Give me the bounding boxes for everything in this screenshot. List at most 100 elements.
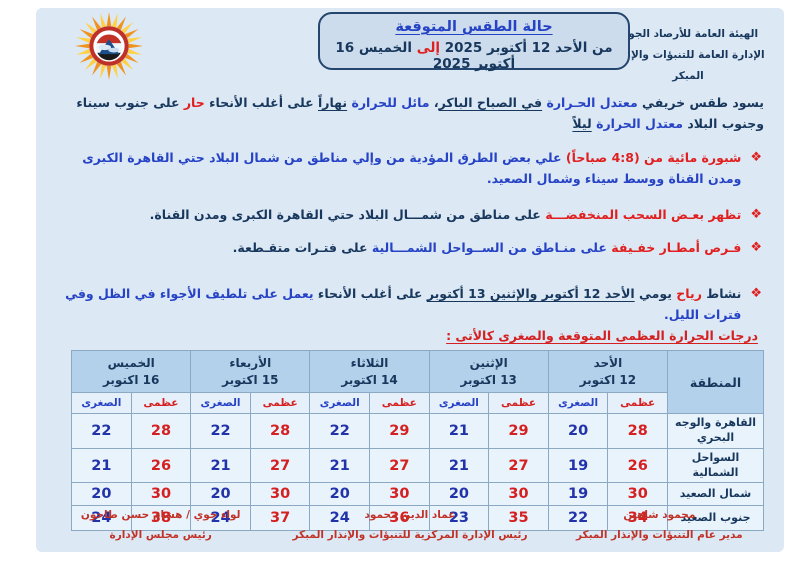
intro-seg: على أغلب الأنحاء xyxy=(204,95,318,110)
day-header-tuesday: الثلاثاء 14 اكتوبر xyxy=(309,350,430,393)
region-name: جنوب الصعيد xyxy=(667,505,764,532)
temp-max: 28 xyxy=(130,413,192,449)
temp-min: 20 xyxy=(547,413,609,449)
date-range: من الأحد 12 أكتوبر 2025 إلى الخميس 16 أك… xyxy=(320,40,628,72)
authority-name-block: الهيئة العامة للأرصاد الجوية الإدارة الع… xyxy=(598,24,778,87)
temp-min: 21 xyxy=(190,447,251,484)
forecast-title-box: حالة الطقس المتوقعة من الأحد 12 أكتوبر 2… xyxy=(318,12,630,72)
min-label: الصغرى xyxy=(428,392,490,414)
day-header-monday: الإثنين 13 اكتوبر xyxy=(428,350,549,393)
min-label: الصغرى xyxy=(190,392,251,414)
temp-min: 22 xyxy=(309,413,371,449)
day-header-wednesday: الأربعاء 15 اكتوبر xyxy=(190,350,311,393)
temp-max: 26 xyxy=(130,447,192,484)
temp-min: 24 xyxy=(309,505,371,532)
table-row-south-upper-egypt: جنوب الصعيد 34 22 35 23 36 24 37 24 38 24 xyxy=(71,505,764,532)
signature-name: محمود شاهين xyxy=(623,509,696,522)
temp-max: 36 xyxy=(369,505,430,532)
region-name: السواحل الشمالية xyxy=(667,447,764,484)
bullet-seg: على أغلب الأنحاء xyxy=(313,286,427,301)
max-label: عظمى xyxy=(249,392,311,414)
authority-line2: الإدارة العامة للتنبؤات والإنذار المبكر xyxy=(611,49,765,82)
intro-seg: على جنوب سيناء وجنوب البلاد xyxy=(76,95,764,132)
diamond-bullet-icon: ❖ xyxy=(750,150,762,165)
bulletin-panel: الهيئة العامة للأرصاد الجوية الإدارة الع… xyxy=(36,8,784,552)
temp-min: 22 xyxy=(71,413,132,449)
min-label: الصغرى xyxy=(71,392,132,414)
temperature-table: المنطقة الأحد 12 اكتوبر الإثنين 13 اكتوبر … xyxy=(71,350,764,532)
intro-seg: معتدل الحـرارة xyxy=(542,95,638,110)
bullet-seg: على مناطق من شمـــال البلاد حتي القاهرة … xyxy=(149,207,546,222)
table-row-north-upper-egypt: شمال الصعيد 30 19 30 20 30 20 30 20 30 20 xyxy=(71,482,764,507)
min-label: الصغرى xyxy=(309,392,371,414)
intro-seg: ليلاً xyxy=(572,116,592,132)
temp-min: 21 xyxy=(309,447,371,484)
temp-max: 30 xyxy=(369,482,430,507)
intro-seg: ، xyxy=(429,95,439,110)
forecast-title: حالة الطقس المتوقعة xyxy=(395,19,553,35)
diamond-bullet-icon: ❖ xyxy=(750,207,762,222)
temp-min: 22 xyxy=(547,505,609,532)
signature-central-admin-head: عماد الدين محمود رئيس الإدارة المركزية ل… xyxy=(285,506,534,546)
region-column-header: المنطقة xyxy=(667,350,764,414)
intro-paragraph: يسود طقس خريفي معتدل الحـرارة في الصباح … xyxy=(52,92,764,135)
day-name: الثلاثاء xyxy=(350,356,389,370)
day-date: 15 اكتوبر xyxy=(222,373,279,387)
max-label: عظمى xyxy=(607,392,668,414)
day-name: الأحد xyxy=(593,356,623,370)
day-header-thursday: الخميس 16 اكتوبر xyxy=(71,350,192,393)
temperature-table-title: درجات الحرارة العظمى المتوقعة والصغرى كا… xyxy=(446,328,758,343)
bullet-seg: على منـاطق من الســواحل الشمـــالية xyxy=(371,240,612,255)
bullet-seg: تظهر بعـض السحب المنخفضـــة xyxy=(545,207,742,222)
temp-min: 24 xyxy=(190,505,251,532)
temp-min: 20 xyxy=(428,482,490,507)
region-name: القاهرة والوجه البحري xyxy=(667,413,764,449)
intro-seg: معتدل الحرارة xyxy=(591,116,684,132)
day-name: الإثنين xyxy=(469,356,508,370)
max-label: عظمى xyxy=(130,392,192,414)
temp-min: 20 xyxy=(309,482,371,507)
intro-seg: مائل للحرارة xyxy=(347,95,430,110)
temp-min: 20 xyxy=(71,482,132,507)
temp-max: 30 xyxy=(488,482,549,507)
signature-name: عماد الدين محمود xyxy=(364,509,456,522)
temp-max: 38 xyxy=(130,505,192,532)
date-from: من الأحد 12 أكتوبر 2025 xyxy=(440,40,613,56)
signature-board-chairman: لواء جوي / هشام حسن طاحون رئيس مجلس الإد… xyxy=(36,506,285,546)
bullet-seg: يومي xyxy=(634,286,677,301)
bullet-seg: على فتـرات متقـطعة. xyxy=(232,240,372,255)
temp-max: 29 xyxy=(369,413,430,449)
temp-min: 23 xyxy=(428,505,490,532)
temp-max: 28 xyxy=(249,413,311,449)
date-to-word: إلى xyxy=(416,40,441,56)
min-label: الصغرى xyxy=(547,392,609,414)
bullet-text: فـرص أمطـار خفـيفة على منـاطق من الســوا… xyxy=(233,238,742,259)
bullet-rain-chances: ❖ فـرص أمطـار خفـيفة على منـاطق من الســ… xyxy=(60,238,762,259)
signature-forecast-director: محمود شاهين مدير عام التنبؤات والإنذار ا… xyxy=(535,506,784,546)
bullet-fog: ❖ شبورة مائية من (4:8 صباحاً) علي بعض ال… xyxy=(60,148,762,189)
max-label: عظمى xyxy=(488,392,549,414)
temp-max: 37 xyxy=(249,505,311,532)
temp-max: 28 xyxy=(607,413,668,449)
temp-max: 27 xyxy=(488,447,549,484)
temp-min: 19 xyxy=(547,447,609,484)
bullet-wind-activity: ❖ نشاط رياح يومي الأحد 12 أكتوبر والإثني… xyxy=(60,284,762,325)
bullet-text: نشاط رياح يومي الأحد 12 أكتوبر والإثنين … xyxy=(60,284,741,325)
signatures-row: محمود شاهين مدير عام التنبؤات والإنذار ا… xyxy=(36,506,784,546)
max-label: عظمى xyxy=(369,392,430,414)
intro-seg: في الصباح الباكر xyxy=(438,95,543,110)
day-date: 12 اكتوبر xyxy=(579,373,637,387)
date-rest: الخميس 16 أكتوبر 2025 xyxy=(335,40,516,72)
day-name: الأربعاء xyxy=(229,356,272,370)
temp-min: 20 xyxy=(190,482,251,507)
temp-min: 22 xyxy=(190,413,251,449)
minmax-header-row: عظمى الصغرى عظمى الصغرى عظمى الصغرى عظمى الص… xyxy=(71,392,764,414)
bullet-seg: شبورة مائية من (4:8 صباحاً) xyxy=(565,150,742,165)
day-header-row: المنطقة الأحد 12 اكتوبر الإثنين 13 اكتوبر … xyxy=(71,350,764,414)
temp-max: 30 xyxy=(607,482,668,507)
intro-seg: يسود طقس خريفي xyxy=(637,95,764,110)
temp-max: 29 xyxy=(488,413,549,449)
temp-max: 35 xyxy=(488,505,549,532)
diamond-bullet-icon: ❖ xyxy=(750,240,762,255)
signature-title: رئيس مجلس الإدارة xyxy=(109,529,212,542)
